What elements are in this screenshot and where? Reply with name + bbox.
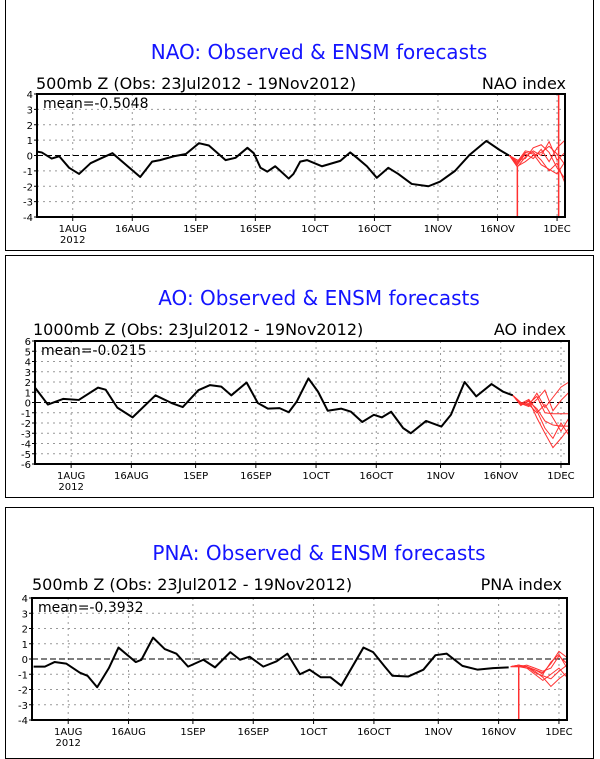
- y-tick-label: 2: [22, 625, 28, 636]
- mean-label: mean=-0.5048: [43, 96, 148, 112]
- x-tick-label: 1SEP: [183, 224, 208, 235]
- ao-chart: AO: Observed & ENSM forecasts 1000mb Z (O…: [21, 286, 575, 493]
- x-tick-label: 16OCT: [358, 224, 393, 235]
- x-tick-label: 1AUG: [57, 471, 85, 482]
- chart-subtitle: 1000mb Z (Obs: 23Jul2012 - 19Nov2012): [33, 320, 363, 339]
- y-tick-label: 3: [25, 368, 31, 379]
- forecast-member-7: [512, 394, 570, 433]
- forecast-member-4: [512, 395, 570, 449]
- y-tick-label: 0: [25, 399, 31, 410]
- plot-frame: [34, 340, 570, 465]
- forecast-member-6: [510, 653, 568, 675]
- x-tick-label: 1SEP: [183, 471, 208, 482]
- y-tick-label: -6: [21, 460, 31, 471]
- forecast-member-2: [509, 151, 566, 175]
- x-tick-label: 16NOV: [483, 471, 518, 482]
- observed-line: [33, 636, 509, 689]
- x-tick-label: 16AUG: [114, 471, 149, 482]
- x-tick-label: 1OCT: [301, 224, 329, 235]
- y-tick-label: 0: [22, 655, 28, 666]
- year-label: 2012: [55, 738, 80, 749]
- y-tick-label: -2: [18, 686, 28, 697]
- y-tick-label: 6: [25, 337, 31, 348]
- x-tick-label: 1SEP: [180, 727, 205, 738]
- index-label: AO index: [494, 320, 566, 339]
- x-tick-label: 1NOV: [426, 471, 455, 482]
- x-tick-label: 16OCT: [359, 471, 394, 482]
- x-tick-label: 16SEP: [238, 727, 269, 738]
- pna-chart: PNA: Observed & ENSM forecasts 500mb Z (O…: [18, 541, 573, 749]
- y-tick-label: -3: [21, 429, 31, 440]
- nao-chart: NAO: Observed & ENSM forecasts 500mb Z (O…: [23, 40, 571, 246]
- x-tick-label: 1DEC: [545, 727, 572, 738]
- x-tick-label: 1AUG: [54, 727, 82, 738]
- chart-subtitle: 500mb Z (Obs: 23Jul2012 - 19Nov2012): [32, 575, 352, 594]
- x-tick-label: 16SEP: [240, 224, 271, 235]
- y-tick-label: -4: [18, 716, 28, 727]
- plot-frame: [36, 93, 566, 218]
- y-tick-label: 2: [25, 378, 31, 389]
- y-tick-label: 0: [27, 152, 33, 163]
- index-label: NAO index: [482, 74, 566, 93]
- x-tick-label: 16NOV: [481, 727, 516, 738]
- forecast-member-6: [509, 145, 566, 167]
- mean-label: mean=-0.3932: [38, 600, 143, 616]
- y-tick-label: -1: [21, 409, 31, 420]
- nao-panel: NAO: Observed & ENSM forecasts 500mb Z (O…: [5, 0, 594, 251]
- y-tick-label: 1: [25, 388, 31, 399]
- y-tick-label: -5: [21, 450, 31, 461]
- x-tick-label: 16SEP: [240, 471, 271, 482]
- x-tick-label: 1AUG: [59, 224, 87, 235]
- y-tick-label: 5: [25, 347, 31, 358]
- x-tick-label: 1NOV: [424, 727, 453, 738]
- y-tick-label: 4: [27, 90, 33, 101]
- y-tick-label: -2: [21, 419, 31, 430]
- y-tick-label: -1: [23, 167, 33, 178]
- mean-label: mean=-0.0215: [41, 343, 146, 359]
- chart-subtitle: 500mb Z (Obs: 23Jul2012 - 19Nov2012): [36, 74, 356, 93]
- pna-chart-title: PNA: Observed & ENSM forecasts: [152, 541, 485, 565]
- plot-frame: [31, 597, 568, 721]
- y-tick-label: 3: [27, 105, 33, 116]
- y-tick-label: 4: [25, 358, 31, 369]
- y-tick-label: -4: [21, 440, 31, 451]
- y-tick-label: -3: [23, 198, 33, 209]
- x-tick-label: 16AUG: [111, 727, 146, 738]
- y-tick-label: 1: [27, 136, 33, 147]
- x-tick-label: 16OCT: [357, 727, 392, 738]
- forecast-member-6: [512, 394, 569, 427]
- y-tick-label: -3: [18, 701, 28, 712]
- x-tick-label: 1OCT: [302, 471, 330, 482]
- x-tick-label: 16AUG: [115, 224, 150, 235]
- index-label: PNA index: [481, 575, 562, 594]
- x-tick-label: 1DEC: [547, 471, 574, 482]
- ao-panel: AO: Observed & ENSM forecasts 1000mb Z (O…: [5, 255, 594, 498]
- nao-chart-title: NAO: Observed & ENSM forecasts: [151, 40, 488, 64]
- pna-panel: PNA: Observed & ENSM forecasts 500mb Z (O…: [5, 507, 594, 759]
- x-tick-label: 1DEC: [543, 224, 570, 235]
- x-tick-label: 1OCT: [300, 727, 328, 738]
- forecast-member-5: [509, 150, 566, 184]
- year-label: 2012: [60, 235, 85, 246]
- observed-line: [36, 139, 510, 188]
- y-tick-label: 2: [27, 121, 33, 132]
- forecast-member-5: [510, 664, 568, 680]
- y-tick-label: 1: [22, 640, 28, 651]
- observed-line: [34, 377, 514, 435]
- x-tick-label: 16NOV: [480, 224, 515, 235]
- y-tick-label: -2: [23, 182, 33, 193]
- y-tick-label: -4: [23, 213, 33, 224]
- ao-chart-title: AO: Observed & ENSM forecasts: [158, 286, 480, 310]
- year-label: 2012: [58, 482, 83, 493]
- y-tick-label: 3: [22, 609, 28, 620]
- x-tick-label: 1NOV: [424, 224, 453, 235]
- y-tick-label: 4: [22, 594, 28, 605]
- y-tick-label: -1: [18, 670, 28, 681]
